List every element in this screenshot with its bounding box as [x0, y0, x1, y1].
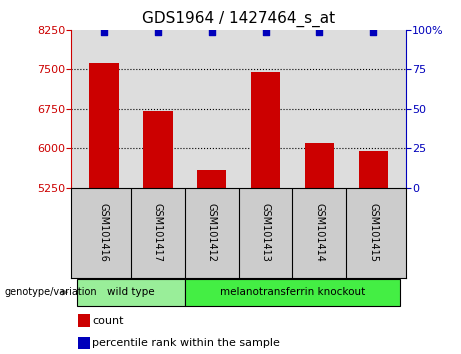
Point: [370, 29, 377, 34]
Bar: [359, 151, 388, 188]
Bar: [78, 337, 90, 349]
Title: GDS1964 / 1427464_s_at: GDS1964 / 1427464_s_at: [142, 11, 335, 27]
Text: GSM101414: GSM101414: [314, 203, 325, 262]
Text: GSM101413: GSM101413: [260, 203, 271, 262]
Text: genotype/variation: genotype/variation: [5, 287, 97, 297]
Point: [262, 29, 269, 34]
FancyBboxPatch shape: [185, 279, 400, 307]
Bar: [78, 314, 90, 327]
Text: GSM101415: GSM101415: [368, 203, 378, 262]
Bar: [305, 143, 334, 188]
Text: GSM101417: GSM101417: [153, 203, 163, 262]
Point: [154, 29, 161, 34]
Text: percentile rank within the sample: percentile rank within the sample: [92, 338, 280, 348]
Bar: [89, 63, 118, 188]
Text: count: count: [92, 316, 124, 326]
Point: [208, 29, 215, 34]
Point: [100, 29, 107, 34]
Bar: [143, 112, 172, 188]
Bar: [197, 170, 226, 188]
Text: wild type: wild type: [107, 287, 154, 297]
Bar: [251, 72, 280, 188]
Text: GSM101416: GSM101416: [99, 203, 109, 262]
Point: [316, 29, 323, 34]
Text: GSM101412: GSM101412: [207, 203, 217, 262]
FancyBboxPatch shape: [77, 279, 185, 307]
Text: melanotransferrin knockout: melanotransferrin knockout: [220, 287, 365, 297]
